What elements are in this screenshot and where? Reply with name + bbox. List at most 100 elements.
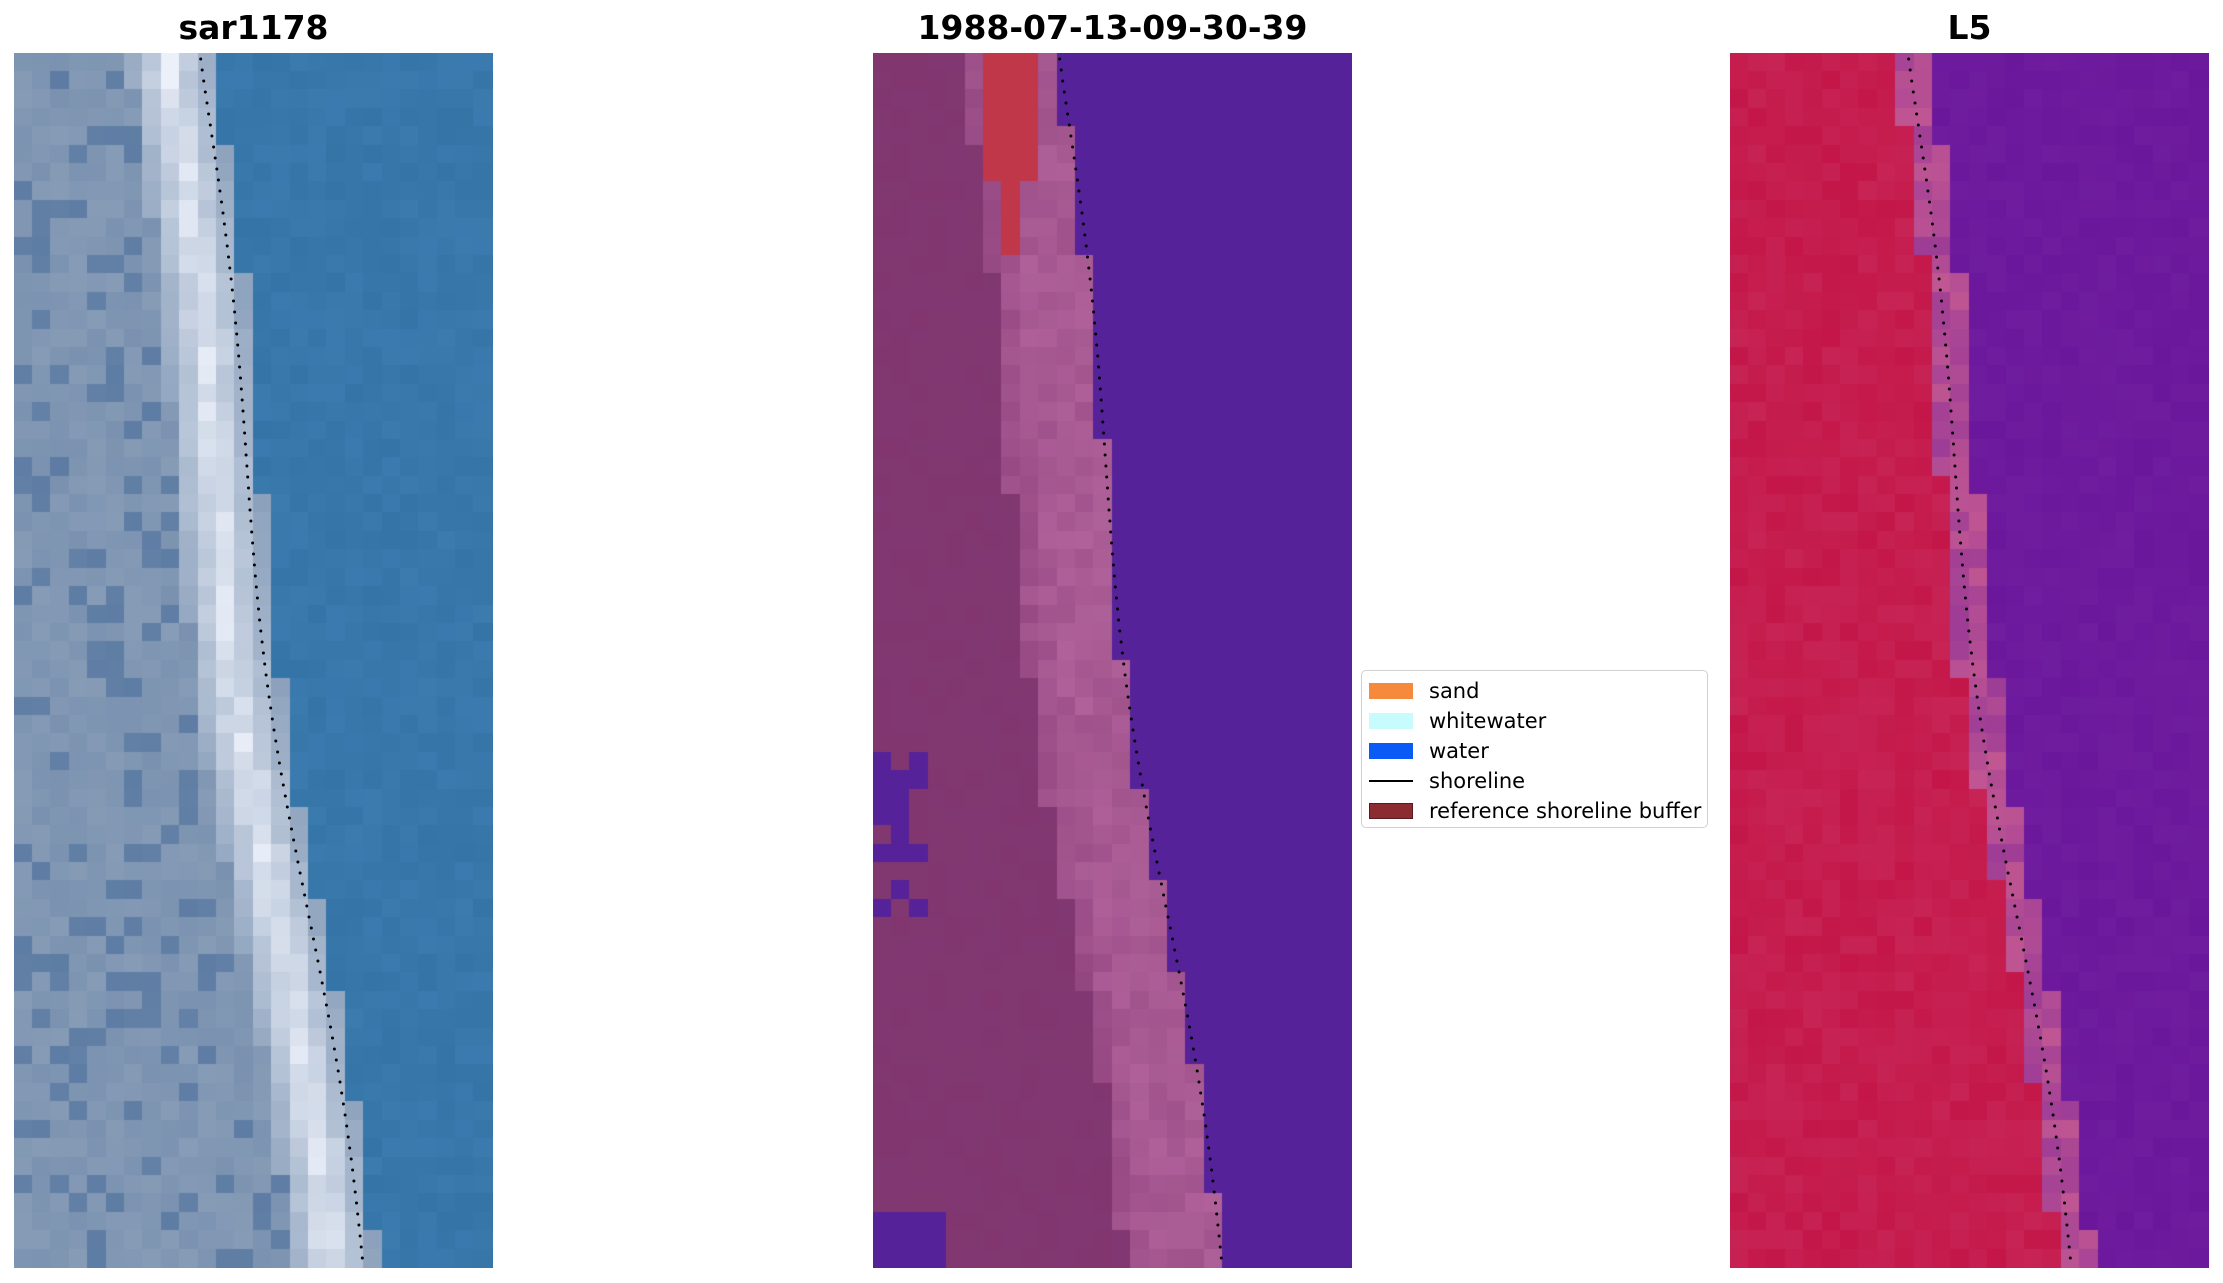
shoreline-point (1175, 959, 1179, 963)
shoreline-point (287, 816, 291, 820)
shoreline-point (1982, 739, 1986, 743)
shoreline-point (352, 1179, 356, 1183)
shoreline-point (1087, 266, 1091, 270)
shoreline-point (1164, 904, 1168, 908)
shoreline-point (1173, 948, 1177, 952)
shoreline-point (2002, 849, 2006, 853)
shoreline-point (1104, 464, 1108, 468)
shoreline-point (1067, 123, 1071, 127)
shoreline-point (1131, 728, 1135, 732)
shoreline-point (1157, 871, 1161, 875)
shoreline-point (2042, 1058, 2046, 1062)
shoreline-overlay (1058, 57, 1223, 1260)
shoreline-point (281, 783, 285, 787)
shoreline-point (355, 1201, 358, 1205)
shoreline-point (2040, 1047, 2044, 1051)
panel-rgb-image (14, 53, 493, 1268)
legend-label: shoreline (1429, 769, 1526, 793)
shoreline-point (1100, 409, 1104, 413)
shoreline-point (1924, 178, 1928, 182)
shoreline-point (244, 453, 248, 457)
shoreline-point (1974, 684, 1978, 688)
shoreline-point (1075, 178, 1079, 182)
shoreline-point (1991, 794, 1995, 798)
shoreline-point (318, 970, 322, 974)
shoreline-point (345, 1124, 349, 1128)
shoreline-point (1962, 585, 1966, 589)
shoreline-point (1106, 486, 1109, 490)
shoreline-point (239, 376, 242, 380)
shoreline-point (266, 684, 270, 688)
shoreline-point (1098, 376, 1101, 380)
shoreline-point (1144, 805, 1148, 809)
shoreline-point (2013, 904, 2017, 908)
shoreline-point (1212, 1190, 1216, 1194)
legend-label: whitewater (1429, 709, 1547, 733)
shoreline-point (322, 992, 326, 996)
shoreline-point (360, 1256, 364, 1260)
shoreline-point (2030, 992, 2034, 996)
shoreline-point (2046, 1080, 2050, 1084)
shoreline-point (2060, 1179, 2064, 1183)
shoreline-point (1907, 57, 1911, 61)
shoreline-point (2037, 1025, 2040, 1029)
legend-item-reference-shoreline-buffer: reference shoreline buffer (1362, 796, 1707, 823)
shoreline-point (270, 717, 274, 721)
shoreline-point (1960, 563, 1964, 567)
water-swatch (1369, 743, 1413, 759)
shoreline-point (1059, 68, 1063, 72)
shoreline-point (1942, 321, 1946, 325)
shoreline-point (1162, 893, 1166, 897)
shoreline-point (212, 145, 216, 149)
shoreline-point (202, 79, 206, 83)
shoreline-point (1062, 90, 1066, 94)
shoreline-point (336, 1069, 340, 1073)
legend-item-whitewater: whitewater (1362, 706, 1707, 733)
shoreline-point (1955, 497, 1959, 501)
shoreline-point (1985, 761, 1989, 765)
shoreline-point (1943, 332, 1947, 336)
shoreline-point (230, 288, 234, 292)
shoreline-point (1955, 486, 1958, 490)
shoreline-point (1102, 442, 1106, 446)
shoreline-point (1207, 1146, 1211, 1150)
shoreline-point (259, 629, 263, 633)
shoreline-point (255, 596, 259, 600)
shoreline-point (1061, 79, 1065, 83)
shoreline-point (1215, 1212, 1219, 1216)
shoreline-point (334, 1058, 338, 1062)
shoreline-point (359, 1245, 363, 1249)
shoreline-point (1081, 222, 1085, 226)
shoreline-point (1921, 156, 1925, 160)
shoreline-point (348, 1146, 352, 1150)
shoreline-point (1947, 387, 1951, 391)
shoreline-point (305, 904, 309, 908)
shoreline-point (1923, 167, 1927, 171)
shoreline-point (234, 321, 238, 325)
shoreline-point (1109, 530, 1113, 534)
legend-item-sand: sand (1362, 676, 1707, 703)
shoreline-point (346, 1135, 350, 1139)
shoreline-point (1210, 1168, 1214, 1172)
shoreline-point (2044, 1069, 2048, 1073)
shoreline-swatch (1369, 780, 1413, 782)
shoreline-point (1972, 673, 1976, 677)
shoreline-point (1951, 431, 1955, 435)
shoreline-point (303, 893, 307, 897)
shoreline-point (1915, 112, 1919, 116)
shoreline-point (1086, 255, 1089, 259)
shoreline-point (218, 189, 222, 193)
shoreline-point (279, 772, 283, 776)
shoreline-point (1993, 805, 1997, 809)
shoreline-point (2056, 1146, 2060, 1150)
sand-swatch (1369, 683, 1413, 699)
shoreline-point (274, 739, 278, 743)
shoreline-point (1217, 1234, 1221, 1238)
shoreline-point (2008, 882, 2012, 886)
shoreline-point (215, 167, 219, 171)
shoreline-point (2059, 1168, 2063, 1172)
shoreline-point (2011, 893, 2015, 897)
shoreline-point (1118, 629, 1122, 633)
shoreline-point (2049, 1102, 2053, 1106)
shoreline-point (269, 706, 273, 710)
